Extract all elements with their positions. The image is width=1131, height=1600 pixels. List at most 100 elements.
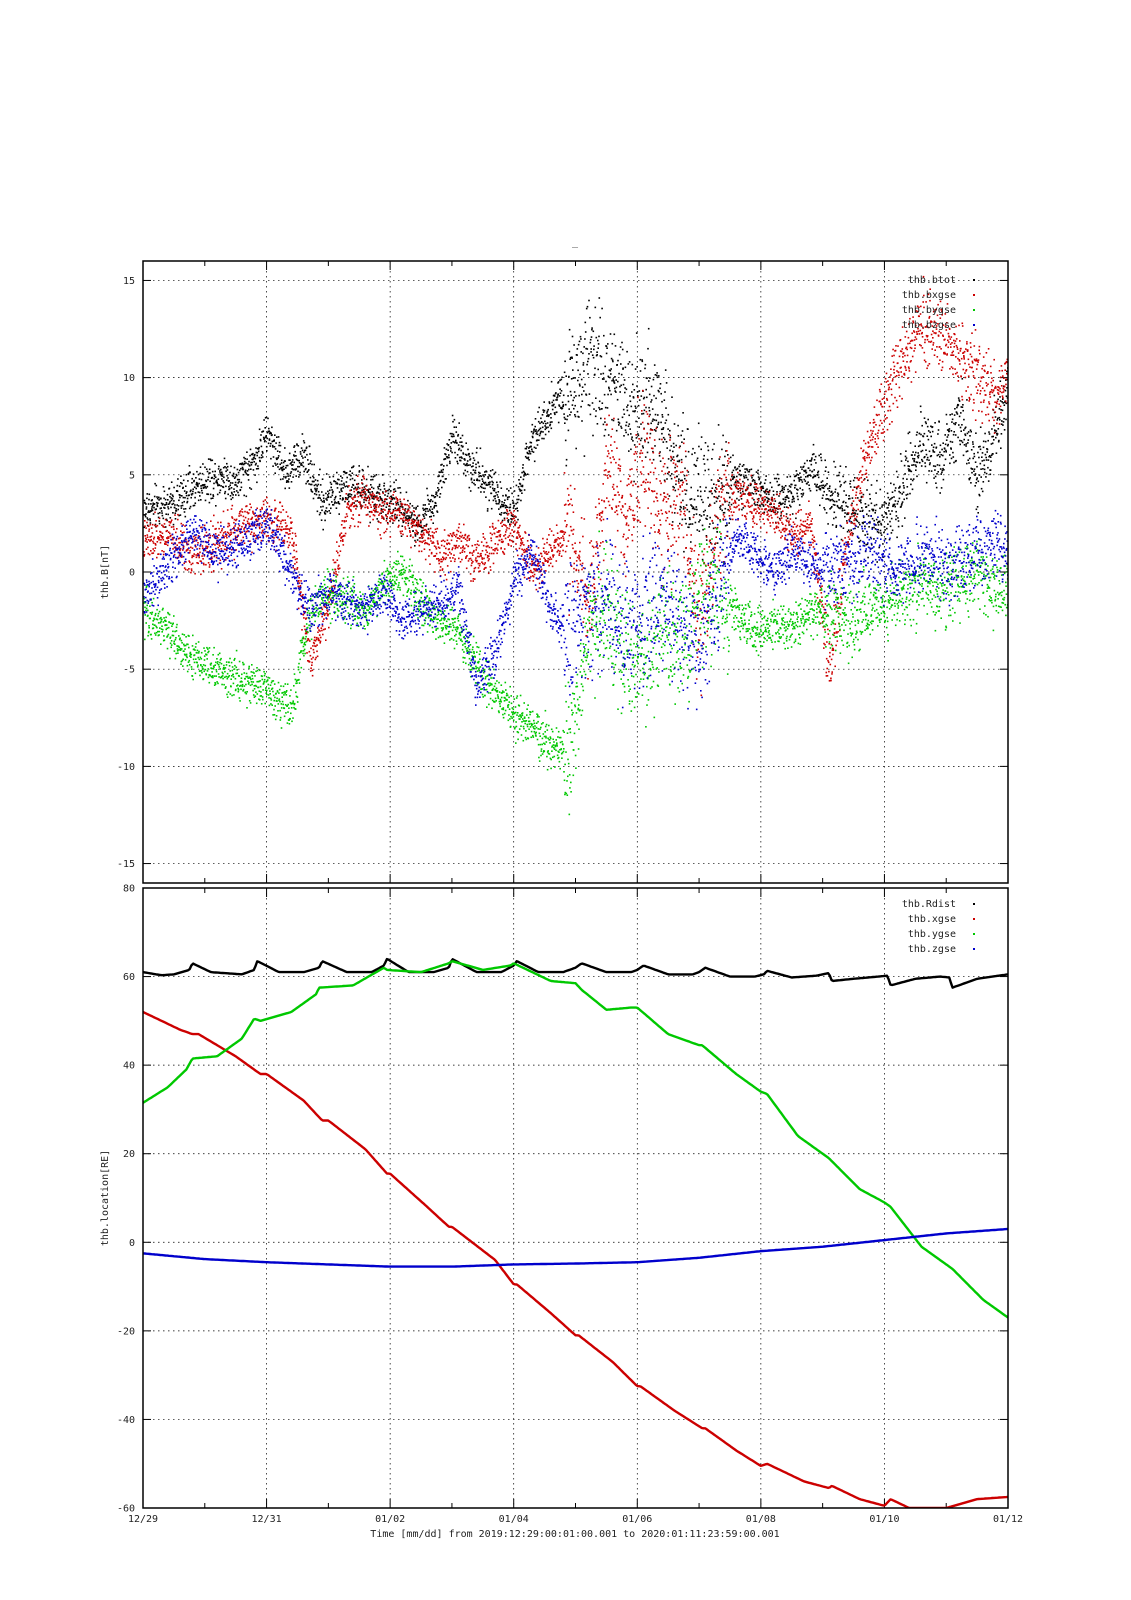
data-point <box>297 470 299 473</box>
data-point <box>657 421 660 424</box>
data-point <box>294 558 297 561</box>
data-point <box>740 474 743 476</box>
data-point <box>567 540 570 542</box>
data-point <box>221 475 224 477</box>
data-point <box>929 462 931 464</box>
data-point <box>615 429 618 432</box>
data-point <box>338 513 340 515</box>
data-point <box>379 512 381 515</box>
data-point <box>375 474 378 476</box>
data-point <box>934 469 936 471</box>
data-point <box>451 432 453 435</box>
data-point <box>439 569 441 572</box>
data-point <box>835 524 838 527</box>
data-point <box>289 475 291 477</box>
data-point <box>1000 409 1002 411</box>
data-point <box>181 482 183 485</box>
data-point <box>569 557 571 559</box>
data-point <box>624 366 627 369</box>
data-point <box>219 471 221 474</box>
data-point <box>181 504 184 507</box>
data-point <box>732 469 735 472</box>
data-point <box>902 491 905 494</box>
data-point <box>173 486 175 489</box>
data-point <box>882 519 884 521</box>
data-point <box>253 456 255 459</box>
data-point <box>149 540 151 542</box>
data-point <box>524 531 526 533</box>
data-point <box>190 496 192 499</box>
data-point <box>420 526 422 528</box>
data-point <box>512 507 515 509</box>
data-point <box>311 491 314 493</box>
data-point <box>582 364 585 366</box>
data-point <box>745 474 747 477</box>
data-point <box>247 463 249 465</box>
data-point <box>532 575 535 578</box>
data-point <box>708 526 710 528</box>
data-point <box>451 414 454 417</box>
data-point <box>391 498 394 501</box>
data-point <box>536 431 538 433</box>
data-point <box>715 500 718 503</box>
data-point <box>667 458 670 460</box>
data-point <box>297 607 300 610</box>
data-point <box>424 510 427 513</box>
data-point <box>467 545 470 547</box>
data-point <box>246 505 248 507</box>
data-point <box>754 504 757 506</box>
data-point <box>211 557 213 560</box>
data-point <box>338 567 341 570</box>
data-point <box>876 531 879 533</box>
data-point <box>399 517 402 520</box>
data-point <box>282 509 285 511</box>
data-point <box>319 640 322 643</box>
data-point <box>153 495 156 498</box>
data-point <box>788 500 790 503</box>
data-point <box>555 524 558 526</box>
data-point <box>544 420 546 423</box>
data-point <box>253 513 255 515</box>
data-point <box>720 488 722 490</box>
data-point <box>210 556 213 558</box>
data-point <box>684 477 686 480</box>
data-point <box>775 507 777 510</box>
data-point <box>254 457 257 460</box>
data-point <box>450 442 453 444</box>
data-point <box>881 506 883 508</box>
data-point <box>308 445 311 447</box>
data-point <box>500 547 502 549</box>
data-point <box>495 547 498 550</box>
data-point <box>324 509 327 512</box>
data-point <box>481 465 484 467</box>
data-point <box>876 479 878 482</box>
data-point <box>498 499 500 501</box>
data-point <box>849 517 852 520</box>
data-point <box>243 494 245 497</box>
data-point <box>496 494 499 496</box>
data-point <box>220 541 222 544</box>
data-point <box>296 443 298 445</box>
data-point <box>224 531 226 533</box>
data-point <box>964 433 966 435</box>
data-point <box>344 532 347 535</box>
data-point <box>840 538 843 541</box>
data-point <box>428 500 431 502</box>
data-point <box>582 567 585 569</box>
data-point <box>490 552 493 555</box>
data-point <box>199 466 202 468</box>
data-point <box>871 526 874 529</box>
data-point <box>158 517 161 520</box>
data-point <box>356 500 359 502</box>
data-point <box>298 582 301 584</box>
data-point <box>510 545 512 547</box>
data-point <box>427 498 429 501</box>
data-point <box>410 515 413 517</box>
data-point <box>644 367 646 370</box>
data-point <box>911 479 914 482</box>
data-point <box>196 562 198 564</box>
data-point <box>365 499 367 501</box>
data-point <box>221 473 224 475</box>
data-point <box>318 629 320 631</box>
